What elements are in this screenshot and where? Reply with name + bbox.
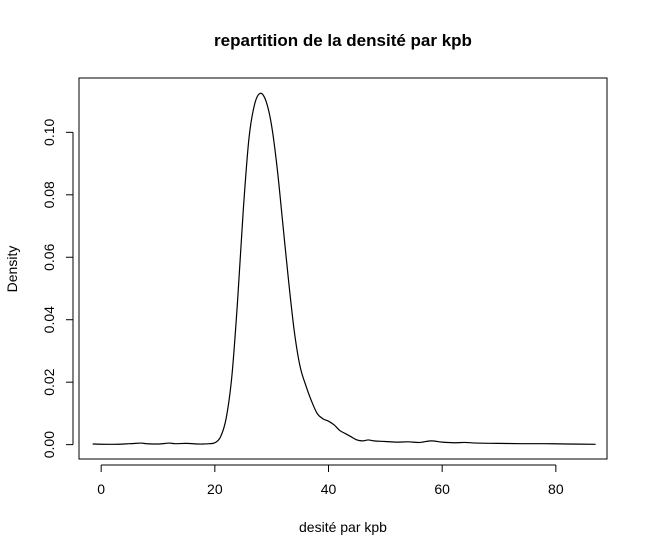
y-tick-label: 0.04 <box>41 306 57 333</box>
x-tick-label: 80 <box>548 481 564 497</box>
y-tick-label: 0.02 <box>41 368 57 395</box>
plot-frame <box>78 77 608 460</box>
x-axis-label: desité par kpb <box>299 519 387 535</box>
y-tick-label: 0.00 <box>41 431 57 458</box>
y-tick-label: 0.08 <box>41 181 57 208</box>
x-tick-label: 0 <box>97 481 105 497</box>
x-tick-label: 20 <box>207 481 223 497</box>
x-axis: 0 20 40 60 80 <box>97 464 564 497</box>
density-line <box>92 92 596 445</box>
y-axis: 0.00 0.02 0.04 0.06 0.08 0.10 <box>41 119 74 458</box>
y-tick-label: 0.06 <box>41 243 57 270</box>
x-tick-label: 60 <box>434 481 450 497</box>
chart-title: repartition de la densité par kpb <box>214 31 472 50</box>
y-axis-label: Density <box>4 246 20 293</box>
y-tick-label: 0.10 <box>41 119 57 146</box>
x-tick-label: 40 <box>321 481 337 497</box>
